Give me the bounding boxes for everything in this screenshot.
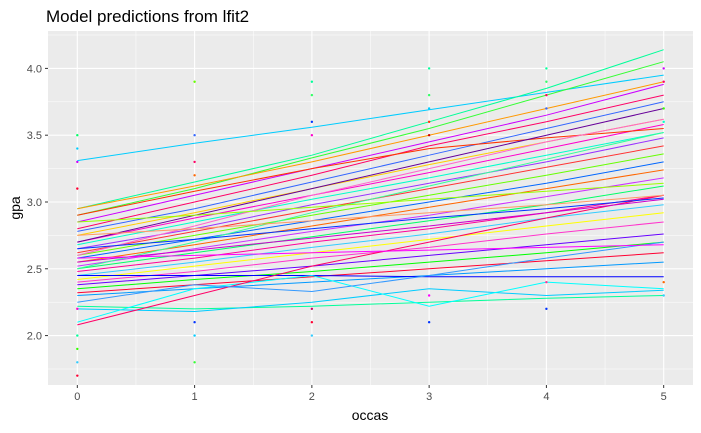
data-point [662,120,665,124]
data-point [76,361,79,364]
data-point [662,294,665,297]
data-point [662,80,665,83]
series-line [77,118,664,256]
x-tick-label: 2 [309,391,315,403]
x-axis-title: occas [352,407,389,423]
data-point [427,107,431,110]
data-point [427,67,431,70]
data-point [76,133,79,137]
data-point [545,307,548,311]
data-point [310,120,314,124]
data-point [427,294,431,297]
y-tick-label: 2.5 [27,264,42,276]
y-tick-label: 4.0 [27,63,42,75]
series-line [77,132,664,270]
series-line [77,194,664,272]
data-point [310,133,314,137]
series-line [77,61,664,216]
data-point [662,107,665,110]
series-line [77,108,664,243]
data-point [76,334,79,337]
data-point [76,187,79,190]
data-point [427,120,431,124]
data-point [193,321,196,324]
data-point [427,93,431,97]
series-line [77,198,664,263]
chart-title: Model predictions from lfit2 [46,7,249,26]
data-point [76,374,79,377]
series-line [77,153,664,256]
data-point [310,307,314,311]
data-point [193,160,196,164]
data-point [310,334,314,337]
x-tick-label: 0 [74,391,80,403]
series-line [77,197,664,250]
series-line [77,137,664,250]
data-point [662,67,665,70]
y-tick-label: 3.0 [27,197,42,209]
data-point [545,107,548,110]
data-point [76,307,79,311]
series-line [77,132,664,246]
series-line [77,241,664,303]
series-line [77,295,664,310]
data-point [545,280,548,284]
data-point [193,174,196,177]
y-axis-title: gpa [7,196,23,220]
data-point [662,280,665,284]
axes: 0 1 2 3 4 5 2.0 2.5 3.0 3.5 4.0 [27,63,667,403]
series-line [77,261,664,296]
data-point [545,67,548,70]
series-line [77,81,664,210]
data-point [76,147,79,150]
data-point [545,80,548,83]
y-tick-label: 2.0 [27,331,42,343]
data-point [427,321,431,324]
series-line [77,182,664,223]
series-line [77,128,664,216]
series-line [77,49,664,210]
series-line [77,94,664,230]
x-tick-label: 5 [661,391,667,403]
x-tick-label: 1 [192,391,198,403]
series-line [77,83,664,223]
series-line [77,194,664,326]
series-line [77,194,664,236]
data-point [76,160,79,164]
x-tick-label: 3 [426,391,432,403]
series-line [77,221,664,283]
data-point [193,133,196,137]
x-tick-label: 4 [543,391,549,403]
data-points [76,67,665,377]
data-point [310,80,314,83]
data-point [76,347,79,351]
series-line [77,124,664,243]
series-line [77,252,664,294]
series-line [77,274,664,323]
data-point [193,80,196,83]
data-point [193,361,196,364]
data-point [310,93,314,97]
data-point [310,321,314,324]
series-line [77,204,664,276]
series-line [77,161,664,259]
data-point [427,133,431,137]
series-line [77,233,664,286]
series-line [77,241,664,290]
y-tick-label: 3.5 [27,130,42,142]
series-line [77,101,664,232]
data-point [193,334,196,337]
series-line [77,288,664,313]
series-lines [77,49,664,326]
series-line [77,275,664,278]
data-point [545,93,548,97]
series-line [77,244,664,259]
series-line [77,212,664,280]
